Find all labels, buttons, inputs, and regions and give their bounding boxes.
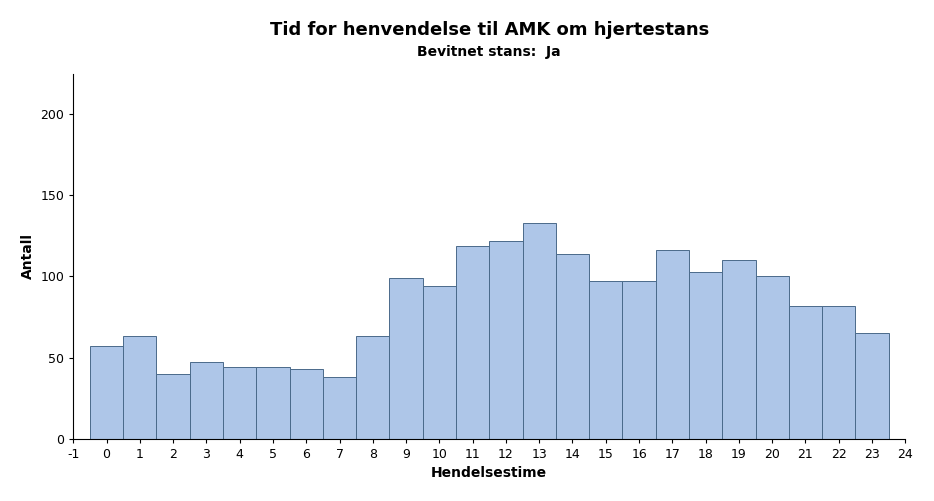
Bar — [756, 277, 789, 438]
Bar — [90, 346, 123, 438]
Bar — [622, 281, 656, 438]
Bar — [822, 306, 856, 438]
Bar — [389, 278, 423, 438]
Bar — [256, 367, 290, 438]
Bar — [423, 286, 456, 438]
Bar — [489, 241, 522, 438]
Bar — [290, 369, 323, 438]
Y-axis label: Antall: Antall — [21, 233, 35, 279]
Bar — [190, 362, 223, 438]
Bar — [123, 337, 157, 438]
Bar — [656, 250, 689, 438]
Title: Tid for henvendelse til AMK om hjertestans: Tid for henvendelse til AMK om hjertesta… — [270, 21, 709, 39]
Bar — [722, 260, 756, 438]
Bar — [589, 281, 622, 438]
Text: Bevitnet stans:  Ja: Bevitnet stans: Ja — [417, 45, 561, 59]
Bar — [223, 367, 256, 438]
Bar — [456, 245, 489, 438]
Bar — [522, 223, 556, 438]
Bar — [323, 377, 356, 438]
X-axis label: Hendelsestime: Hendelsestime — [432, 466, 547, 480]
Bar — [856, 333, 888, 438]
Bar — [157, 374, 190, 438]
Bar — [689, 272, 722, 438]
Bar — [356, 337, 389, 438]
Bar — [789, 306, 822, 438]
Bar — [556, 254, 589, 438]
